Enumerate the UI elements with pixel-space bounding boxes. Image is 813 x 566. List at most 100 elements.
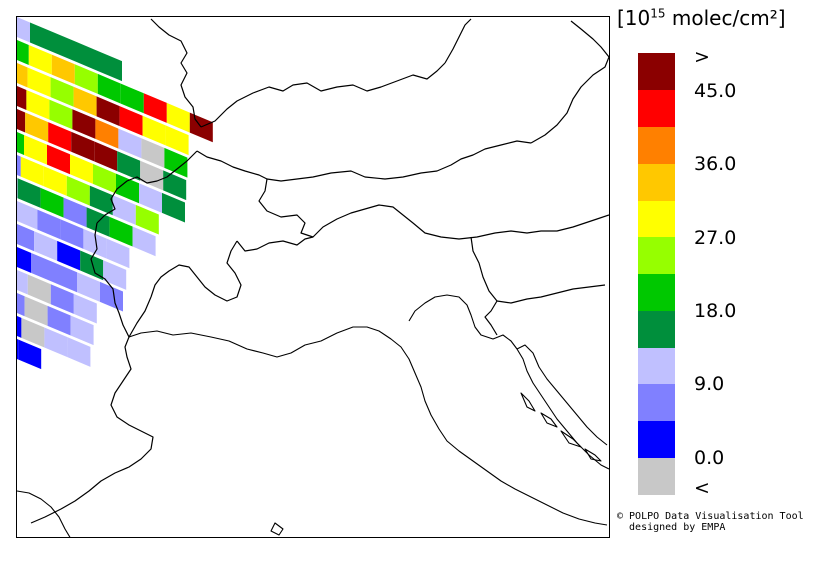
swath-pixel xyxy=(17,17,30,43)
swath-pixel xyxy=(47,144,70,175)
swath-pixel xyxy=(72,109,96,139)
swath-pixel xyxy=(18,339,42,370)
swath-pixel xyxy=(50,284,74,314)
swath-pixel xyxy=(43,166,67,196)
swath-pixel xyxy=(17,201,38,230)
swath-pixel xyxy=(17,154,21,177)
legend-tick-label: > xyxy=(694,46,710,68)
swath-pixel xyxy=(20,156,44,187)
swath-pixel xyxy=(142,115,166,146)
swath-pixel xyxy=(73,86,97,117)
swath-pixel xyxy=(17,177,18,199)
swath-pixel xyxy=(96,96,120,127)
swath-pixel xyxy=(141,138,165,168)
swath-pixel xyxy=(135,204,159,235)
swath-pixel xyxy=(74,64,98,94)
legend-unit-prefix: [10 xyxy=(617,6,651,30)
swath-pixel xyxy=(17,315,22,338)
swath-pixel xyxy=(48,122,72,152)
swath-pixel xyxy=(162,192,185,223)
swath-pixel xyxy=(17,132,24,155)
swath-pixel xyxy=(120,83,144,114)
legend-tick-label: < xyxy=(694,477,710,499)
coast-line xyxy=(516,344,608,446)
swath-pixel xyxy=(17,40,29,65)
legend-tick-label: 0.0 xyxy=(694,447,725,469)
border-line xyxy=(496,284,606,304)
border-line xyxy=(150,18,202,128)
swath-pixel xyxy=(24,134,47,165)
swath-pixel xyxy=(24,296,48,326)
swath-pixel xyxy=(70,154,93,184)
border-line xyxy=(258,178,609,240)
swath-pixel xyxy=(27,274,51,305)
swath-pixel xyxy=(60,219,84,249)
swath-pixel xyxy=(34,231,58,261)
swath-pixel xyxy=(17,223,35,252)
swath-pixel xyxy=(73,293,97,324)
swath-pixel xyxy=(50,77,74,107)
swath-pixel xyxy=(97,73,121,104)
legend-tick-label: 18.0 xyxy=(694,300,737,322)
legend-unit-exponent: 15 xyxy=(650,6,666,21)
coast-line xyxy=(17,490,71,537)
swath-pixel xyxy=(165,125,189,156)
border-line xyxy=(150,240,242,302)
border-line xyxy=(128,296,152,338)
border-line xyxy=(236,236,314,252)
coast-line xyxy=(408,294,609,470)
country-borders xyxy=(30,18,609,524)
swath-pixel xyxy=(99,51,122,82)
swath-pixel xyxy=(132,226,156,257)
border-line xyxy=(200,62,446,128)
legend-tick-label: 9.0 xyxy=(694,373,725,395)
swath-pixel xyxy=(51,54,75,85)
legend-swatch xyxy=(638,236,675,274)
border-line xyxy=(30,222,154,524)
legend-swatch xyxy=(638,53,675,91)
swath-pixel xyxy=(100,281,123,312)
border-line xyxy=(444,18,472,64)
swath-pixel xyxy=(143,93,167,123)
swath-pixel xyxy=(57,240,81,271)
swath-pixel xyxy=(119,106,143,136)
legend-swatch xyxy=(638,163,675,201)
swath-pixel xyxy=(40,187,64,218)
swath-pixel xyxy=(26,89,50,120)
swath-pixel xyxy=(44,327,68,358)
swath-pixel xyxy=(94,141,118,172)
swath-pixel xyxy=(106,238,130,269)
swath-pixel xyxy=(17,178,41,208)
swath-pixel xyxy=(77,272,100,302)
swath-pixel xyxy=(166,102,190,133)
swath-pixel xyxy=(163,170,187,201)
legend-swatch xyxy=(638,89,675,127)
map-panel[interactable] xyxy=(16,16,610,538)
swath-pixel xyxy=(112,195,136,225)
swath-pixel xyxy=(37,209,61,240)
credit-line-1: © POLPO Data Visualisation Tool xyxy=(617,511,804,522)
swath-pixel xyxy=(80,250,104,281)
legend-swatch xyxy=(638,310,675,348)
swath-pixel xyxy=(28,44,52,75)
swath-pixel xyxy=(70,315,94,346)
swath-pixel xyxy=(17,270,28,295)
swath-pixel xyxy=(117,151,141,181)
border-line xyxy=(96,150,198,224)
coast-line xyxy=(128,326,608,526)
swath-pixel xyxy=(67,337,91,367)
swath-pixel xyxy=(31,252,54,283)
swath-pixel xyxy=(49,99,73,130)
swath-pixel xyxy=(47,305,71,336)
swath-pixel xyxy=(17,338,19,360)
swath-pixel xyxy=(95,118,119,149)
swath-pixel xyxy=(103,260,127,290)
legend-title: [1015 molec/cm²] xyxy=(617,6,786,30)
swath-pixel xyxy=(54,262,77,293)
swath-pixel xyxy=(53,32,76,62)
map-canvas[interactable] xyxy=(17,17,610,538)
legend-tick-label: 45.0 xyxy=(694,80,737,102)
legend-swatch xyxy=(638,200,675,238)
swath-pixel xyxy=(164,147,188,178)
legend-swatch xyxy=(638,126,675,164)
